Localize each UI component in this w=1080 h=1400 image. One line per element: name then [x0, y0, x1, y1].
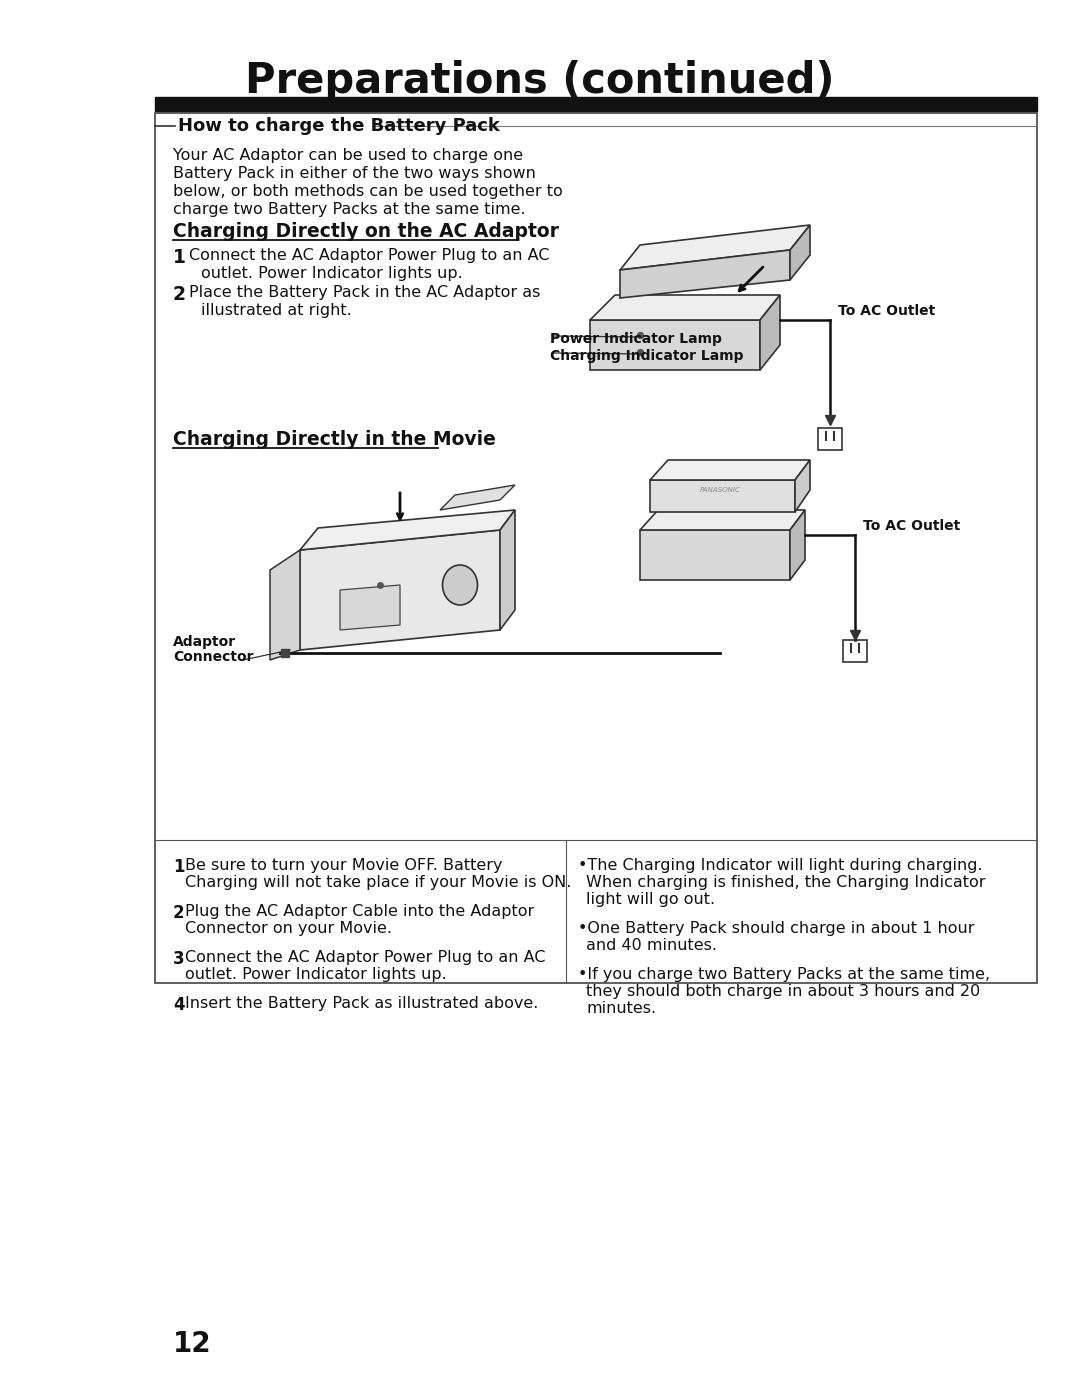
Text: How to charge the Battery Pack: How to charge the Battery Pack — [178, 118, 500, 134]
Bar — [818, 428, 842, 449]
Text: 4: 4 — [173, 995, 185, 1014]
Polygon shape — [620, 225, 810, 270]
Text: 1: 1 — [173, 858, 185, 876]
Text: light will go out.: light will go out. — [586, 892, 715, 907]
Bar — [843, 640, 867, 662]
Text: Your AC Adaptor can be used to charge one: Your AC Adaptor can be used to charge on… — [173, 148, 523, 162]
Text: •The Charging Indicator will light during charging.: •The Charging Indicator will light durin… — [578, 858, 983, 874]
Text: To AC Outlet: To AC Outlet — [838, 304, 935, 318]
Polygon shape — [795, 461, 810, 512]
Polygon shape — [620, 251, 789, 298]
Polygon shape — [650, 461, 810, 480]
Polygon shape — [789, 510, 805, 580]
Polygon shape — [650, 480, 795, 512]
Text: they should both charge in about 3 hours and 20: they should both charge in about 3 hours… — [586, 984, 981, 1000]
Text: Connector: Connector — [173, 650, 254, 664]
Polygon shape — [270, 550, 300, 659]
Text: minutes.: minutes. — [586, 1001, 657, 1016]
Polygon shape — [300, 510, 515, 550]
Text: Insert the Battery Pack as illustrated above.: Insert the Battery Pack as illustrated a… — [185, 995, 538, 1011]
Text: 2: 2 — [173, 904, 185, 923]
Text: Connect the AC Adaptor Power Plug to an AC: Connect the AC Adaptor Power Plug to an … — [185, 951, 545, 965]
Text: •If you charge two Battery Packs at the same time,: •If you charge two Battery Packs at the … — [578, 967, 990, 981]
Text: 1: 1 — [173, 248, 186, 267]
Text: Charging will not take place if your Movie is ON.: Charging will not take place if your Mov… — [185, 875, 571, 890]
Ellipse shape — [443, 566, 477, 605]
Text: To AC Outlet: To AC Outlet — [863, 519, 960, 533]
Text: Be sure to turn your Movie OFF. Battery: Be sure to turn your Movie OFF. Battery — [185, 858, 502, 874]
Text: Connector on your Movie.: Connector on your Movie. — [185, 921, 392, 937]
Polygon shape — [640, 510, 805, 531]
Polygon shape — [500, 510, 515, 630]
Text: When charging is finished, the Charging Indicator: When charging is finished, the Charging … — [586, 875, 986, 890]
Text: Place the Battery Pack in the AC Adaptor as: Place the Battery Pack in the AC Adaptor… — [189, 286, 540, 300]
Text: Adaptor: Adaptor — [173, 636, 237, 650]
Text: charge two Battery Packs at the same time.: charge two Battery Packs at the same tim… — [173, 202, 526, 217]
Polygon shape — [590, 295, 780, 321]
Text: Connect the AC Adaptor Power Plug to an AC: Connect the AC Adaptor Power Plug to an … — [189, 248, 550, 263]
Polygon shape — [640, 531, 789, 580]
Text: outlet. Power Indicator lights up.: outlet. Power Indicator lights up. — [201, 266, 462, 281]
Text: •One Battery Pack should charge in about 1 hour: •One Battery Pack should charge in about… — [578, 921, 974, 937]
Text: 2: 2 — [173, 286, 186, 304]
Text: outlet. Power Indicator lights up.: outlet. Power Indicator lights up. — [185, 967, 447, 981]
Polygon shape — [590, 321, 760, 370]
Polygon shape — [340, 585, 400, 630]
Text: Power Indicator Lamp: Power Indicator Lamp — [550, 332, 721, 346]
Polygon shape — [300, 531, 500, 650]
Polygon shape — [760, 295, 780, 370]
Text: PANASONIC: PANASONIC — [700, 487, 741, 493]
Text: Charging Directly on the AC Adaptor: Charging Directly on the AC Adaptor — [173, 223, 559, 241]
Text: Plug the AC Adaptor Cable into the Adaptor: Plug the AC Adaptor Cable into the Adapt… — [185, 904, 535, 918]
Polygon shape — [789, 225, 810, 280]
Text: 12: 12 — [173, 1330, 212, 1358]
Text: below, or both methods can be used together to: below, or both methods can be used toget… — [173, 183, 563, 199]
Polygon shape — [440, 484, 515, 510]
Text: Preparations (continued): Preparations (continued) — [245, 60, 835, 102]
Bar — [156, 97, 1037, 111]
Text: 3: 3 — [173, 951, 185, 967]
Text: and 40 minutes.: and 40 minutes. — [586, 938, 717, 953]
Text: illustrated at right.: illustrated at right. — [201, 302, 352, 318]
Bar — [156, 113, 1037, 983]
Text: Charging Indicator Lamp: Charging Indicator Lamp — [550, 349, 743, 363]
Text: Charging Directly in the Movie: Charging Directly in the Movie — [173, 430, 496, 449]
Text: Battery Pack in either of the two ways shown: Battery Pack in either of the two ways s… — [173, 167, 536, 181]
